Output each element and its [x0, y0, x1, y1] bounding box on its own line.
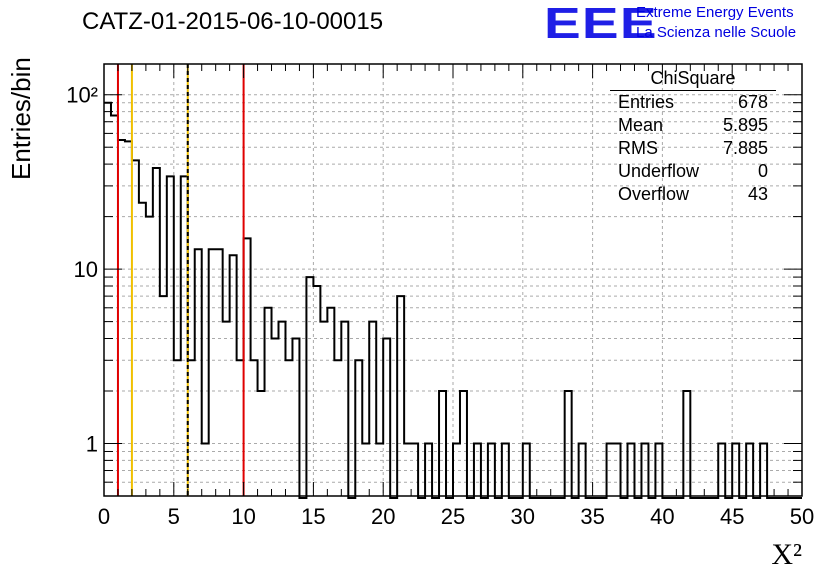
logo-caption-1: Extreme Energy Events — [636, 4, 794, 21]
x-axis-label: X² — [771, 538, 802, 571]
histogram-bin — [279, 322, 286, 496]
x-tick-label: 10 — [231, 504, 255, 529]
stats-box: ChiSquare Entries 678 Mean 5.895 RMS 7.885 … — [610, 68, 776, 206]
histogram-bin — [223, 322, 230, 496]
stats-row: Overflow 43 — [610, 183, 776, 206]
y-tick-label: 10² — [66, 83, 98, 108]
histogram-bin — [174, 360, 181, 496]
histogram-bin — [111, 115, 118, 496]
histogram-bin — [188, 360, 195, 496]
histogram-bin — [118, 140, 125, 496]
stats-row: Mean 5.895 — [610, 114, 776, 137]
histogram-bin — [285, 360, 292, 496]
y-tick-label: 1 — [86, 432, 98, 457]
histogram-bin — [320, 322, 327, 496]
histogram-bin — [237, 360, 244, 496]
x-tick-label: 40 — [650, 504, 674, 529]
x-tick-label: 0 — [98, 504, 110, 529]
histogram-bin — [132, 160, 139, 496]
histogram-bin — [153, 168, 160, 496]
stats-label: Overflow — [618, 184, 690, 204]
histogram-bin — [125, 141, 132, 496]
histogram-outline — [104, 101, 802, 499]
histogram-bin — [369, 322, 376, 496]
run-title: CATZ-01-2015-06-10-00015 — [82, 8, 384, 35]
stats-label: Mean — [618, 115, 664, 135]
stats-value: 5.895 — [722, 115, 768, 135]
histogram-bin — [139, 203, 146, 496]
logo-caption-2: La Scienza nelle Scuole — [636, 24, 797, 41]
stats-label: RMS — [618, 138, 658, 158]
histogram-bin — [327, 308, 334, 496]
histogram-bin — [306, 277, 313, 496]
y-axis-label: Entries/bin — [6, 57, 36, 180]
histogram-bin — [230, 255, 237, 496]
histogram-bin — [355, 360, 362, 496]
axis-ticks — [103, 64, 803, 497]
histogram-bin — [272, 339, 279, 496]
histogram-bin — [397, 296, 404, 496]
eee-logo: EEE — [544, 0, 658, 48]
histogram — [104, 101, 802, 499]
x-tick-label: 35 — [580, 504, 604, 529]
stats-title: ChiSquare — [610, 68, 776, 91]
x-tick-label: 20 — [371, 504, 395, 529]
histogram-bin — [146, 217, 153, 496]
x-tick-label: 50 — [790, 504, 814, 529]
stats-value: 678 — [737, 92, 768, 112]
stats-row: Underflow 0 — [610, 160, 776, 183]
histogram-bin — [160, 296, 167, 496]
histogram-bin — [341, 322, 348, 496]
x-tick-label: 25 — [441, 504, 465, 529]
stats-value: 0 — [757, 161, 768, 181]
histogram-bin — [334, 360, 341, 496]
histogram-bin — [181, 176, 188, 496]
x-tick-label: 30 — [511, 504, 535, 529]
stats-label: Entries — [618, 92, 675, 112]
x-tick-label: 15 — [301, 504, 325, 529]
histogram-bin — [251, 360, 258, 496]
x-tick-label: 5 — [168, 504, 180, 529]
histogram-bin — [104, 103, 111, 496]
stats-value: 7.885 — [722, 138, 768, 158]
histogram-bin — [167, 176, 174, 496]
histogram-bin — [383, 339, 390, 496]
y-tick-label: 10 — [74, 257, 98, 282]
stats-row: RMS 7.885 — [610, 137, 776, 160]
reference-lines — [116, 64, 245, 496]
histogram-bin — [292, 339, 299, 496]
grid — [104, 64, 802, 497]
stats-label: Underflow — [618, 161, 700, 181]
tick-labels: 0 5 10 15 20 25 30 35 40 45 50 1 10 10² — [66, 83, 814, 529]
stats-value: 43 — [747, 184, 768, 204]
stats-row: Entries 678 — [610, 91, 776, 114]
x-tick-label: 45 — [720, 504, 744, 529]
histogram-bin — [265, 308, 272, 496]
